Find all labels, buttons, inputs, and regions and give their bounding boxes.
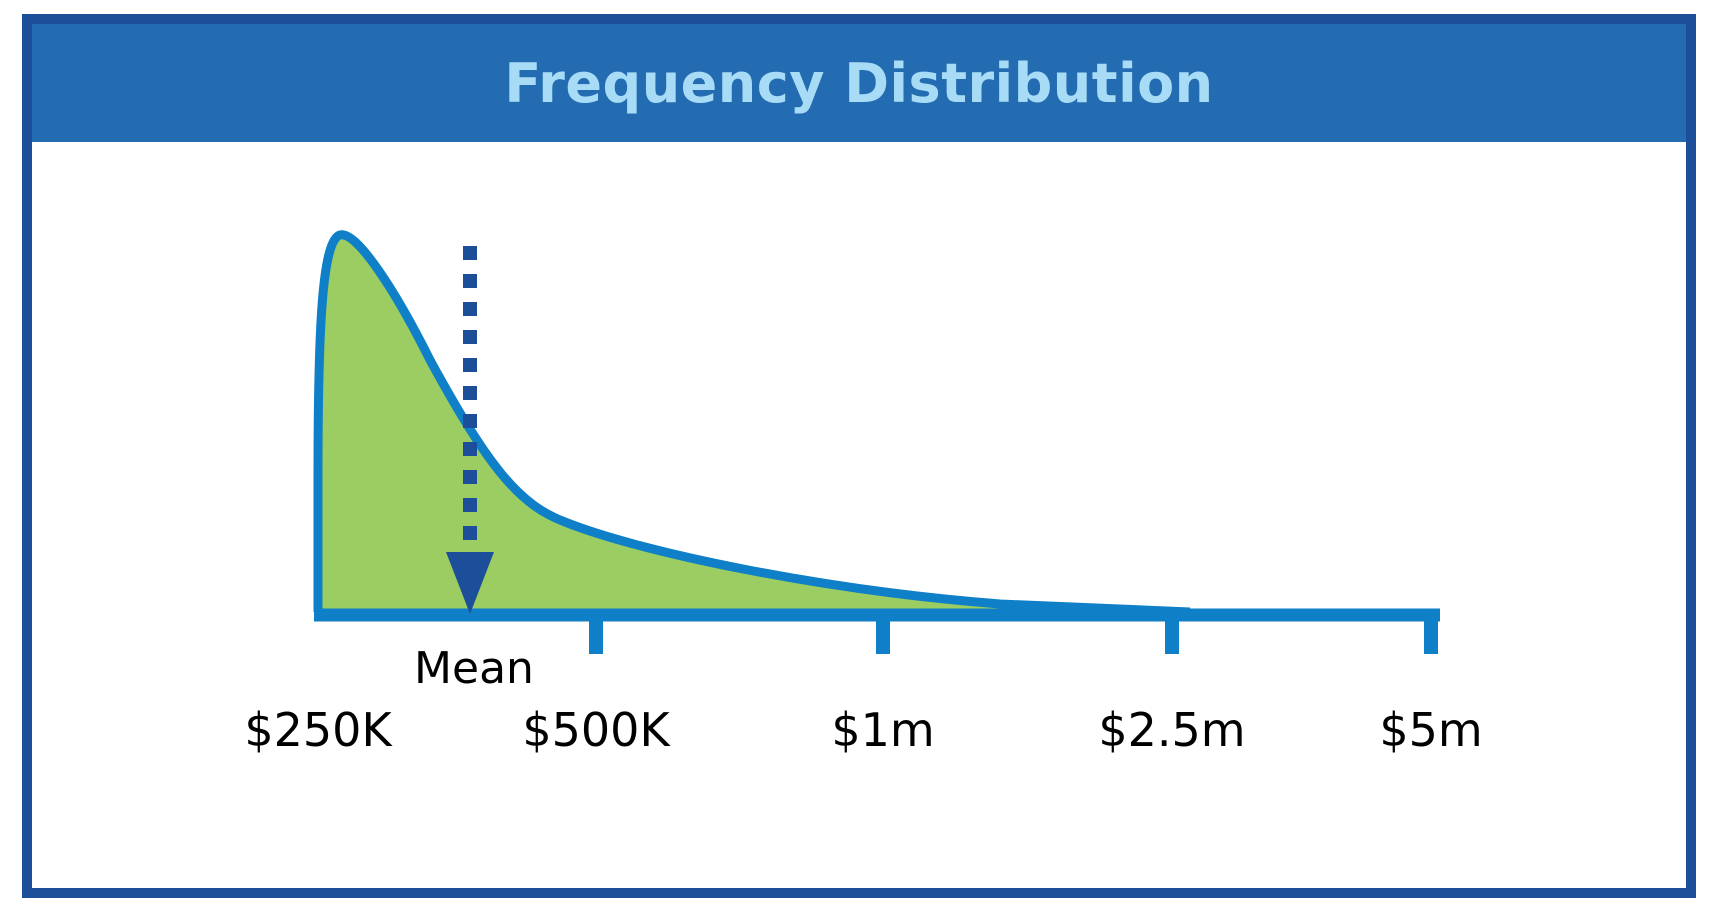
x-axis-tick-labels: $250K $500K $1m $2.5m $5m: [244, 703, 1482, 757]
chart-frame: Frequency Distribution: [22, 14, 1696, 898]
chart-title: Frequency Distribution: [504, 51, 1214, 115]
x-axis-ticks: [589, 612, 1438, 654]
title-bar: Frequency Distribution: [32, 24, 1686, 142]
mean-arrow-icon: [446, 552, 494, 614]
x-tick-label: $5m: [1379, 703, 1482, 757]
x-tick-label: $1m: [831, 703, 934, 757]
mean-label: Mean: [414, 643, 534, 694]
distribution-area: [318, 234, 1190, 613]
x-tick-label: $500K: [522, 703, 671, 757]
x-tick-label: $2.5m: [1098, 703, 1245, 757]
x-tick-label: $250K: [244, 703, 393, 757]
distribution-curve: [313, 230, 1191, 617]
